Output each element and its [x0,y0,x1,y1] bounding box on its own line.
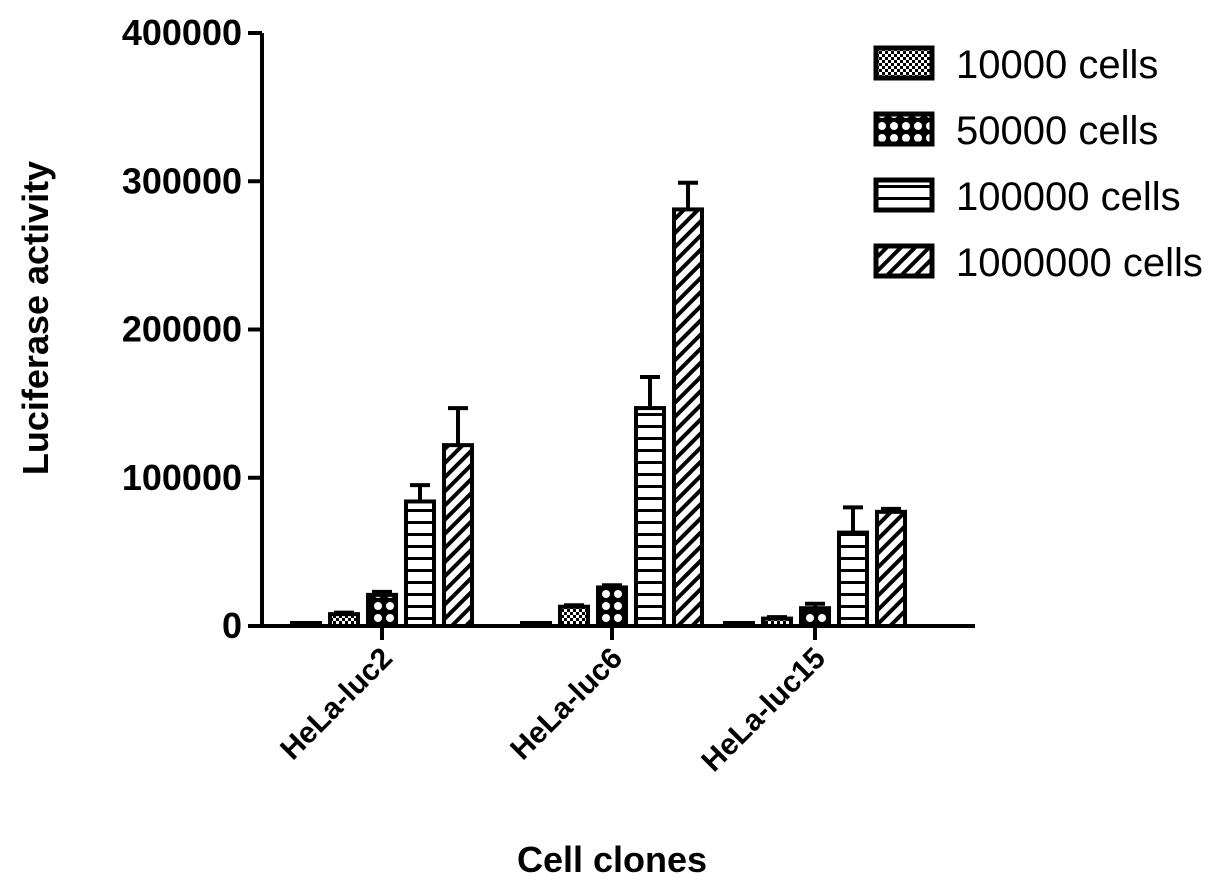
legend-label: 100000 cells [956,175,1181,219]
x-tick-label: HeLa-luc15 [695,642,832,779]
plot-area [290,180,907,629]
x-axis: HeLa-luc2 HeLa-luc6 HeLa-luc15 [262,624,975,779]
bar-group-hela-luc6 [520,180,704,629]
bar-group-hela-luc2 [290,406,474,629]
legend-label: 50000 cells [956,109,1158,153]
legend-label: 10000 cells [956,43,1158,87]
legend-item: 50000 cells [873,109,1158,153]
bar [404,499,436,628]
y-tick-label: 200000 [122,309,242,350]
legend-item: 100000 cells [873,175,1181,219]
legend-swatch [873,111,935,147]
bar [442,443,474,629]
bar [799,606,831,629]
legend-item: 1000000 cells [873,241,1203,285]
bar-group-hela-luc15 [723,505,907,629]
y-tick-label: 100000 [122,457,242,498]
y-tick-label: 0 [222,605,242,646]
bar [596,585,628,629]
y-tick-label: 300000 [122,160,242,201]
bar [366,592,398,628]
x-tick-label: HeLa-luc6 [504,642,629,767]
legend-swatch [873,45,935,81]
y-axis: 0 100000 200000 300000 400000 [122,12,264,646]
y-tick-label: 400000 [122,12,242,53]
legend-swatch [873,177,935,213]
legend-label: 1000000 cells [956,241,1203,285]
x-tick-label: HeLa-luc2 [274,642,399,767]
legend: 10000 cells 50000 cells 100000 cells 100000… [873,43,1203,285]
bar [837,530,869,628]
bar [634,406,666,629]
y-axis-title: Luciferase activity [15,161,56,475]
legend-swatch [873,243,935,279]
bar [558,604,590,628]
bar [672,207,704,628]
legend-item: 10000 cells [873,43,1158,87]
bar [875,509,907,628]
x-axis-title: Cell clones [517,839,707,880]
